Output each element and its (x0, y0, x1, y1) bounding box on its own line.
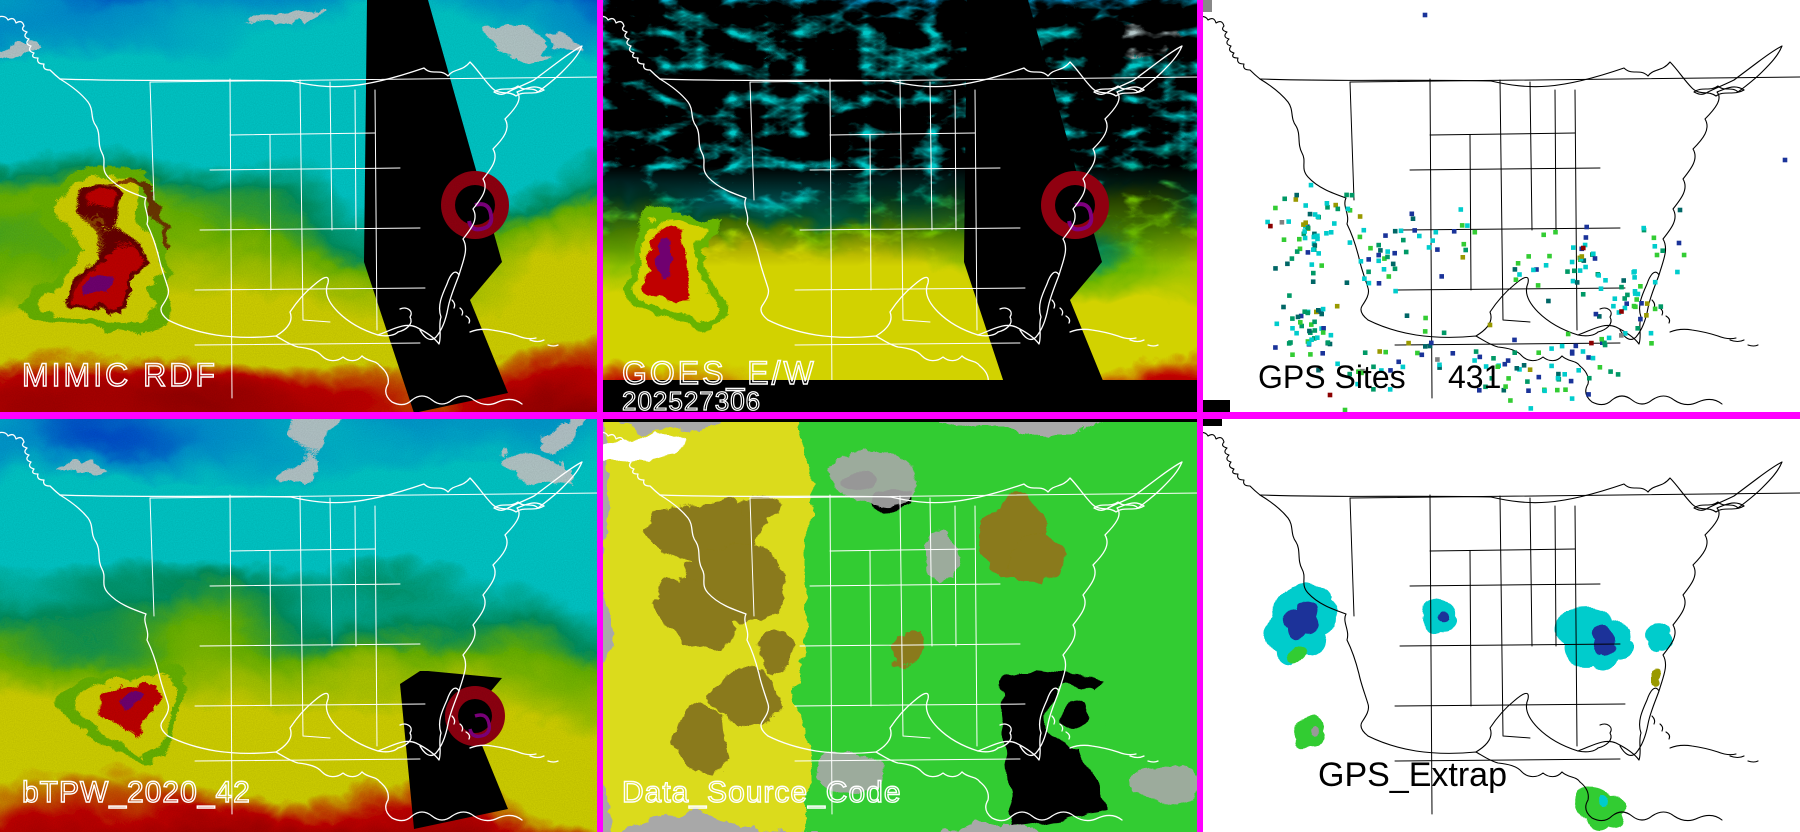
svg-text:bTPW_2020_42: bTPW_2020_42 (22, 776, 251, 809)
svg-text:431: 431 (1448, 359, 1501, 395)
svg-text:GPS Sites: GPS Sites (1258, 359, 1406, 395)
svg-text:MIMIC RDF: MIMIC RDF (22, 357, 218, 393)
svg-text:Data_Source_Code: Data_Source_Code (622, 776, 902, 809)
svg-text:GPS_Extrap: GPS_Extrap (1318, 756, 1507, 794)
